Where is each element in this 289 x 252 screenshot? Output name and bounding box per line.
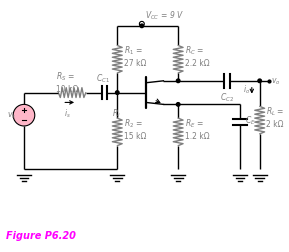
Text: $C_{C1}$: $C_{C1}$ (96, 72, 110, 84)
Text: $C_E$: $C_E$ (245, 114, 256, 127)
Text: $R_L$ =
2 kΩ: $R_L$ = 2 kΩ (266, 105, 284, 129)
Text: $i_o$: $i_o$ (243, 83, 250, 96)
Text: $C_{C2}$: $C_{C2}$ (220, 91, 234, 104)
Text: $R_i$: $R_i$ (112, 107, 121, 119)
Text: $R_1$ =
27 kΩ: $R_1$ = 27 kΩ (124, 44, 147, 68)
Circle shape (176, 103, 180, 107)
Circle shape (140, 25, 144, 28)
Circle shape (116, 91, 119, 95)
Text: $R_C$ =
2.2 kΩ: $R_C$ = 2.2 kΩ (185, 44, 210, 68)
Text: $R_S$ =
10 kΩ: $R_S$ = 10 kΩ (56, 70, 79, 93)
Text: $V_{CC}$ = 9 V: $V_{CC}$ = 9 V (145, 9, 184, 22)
Text: $R_E$ =
1.2 kΩ: $R_E$ = 1.2 kΩ (185, 117, 210, 140)
Text: Figure P6.20: Figure P6.20 (6, 230, 76, 240)
Text: $i_s$: $i_s$ (64, 107, 71, 119)
Circle shape (176, 80, 180, 83)
Circle shape (13, 105, 35, 127)
Text: $v_s$: $v_s$ (7, 110, 16, 121)
Circle shape (139, 22, 144, 27)
Text: $R_2$ =
15 kΩ: $R_2$ = 15 kΩ (124, 117, 147, 140)
Circle shape (258, 80, 262, 83)
Text: $v_o$: $v_o$ (271, 76, 281, 87)
